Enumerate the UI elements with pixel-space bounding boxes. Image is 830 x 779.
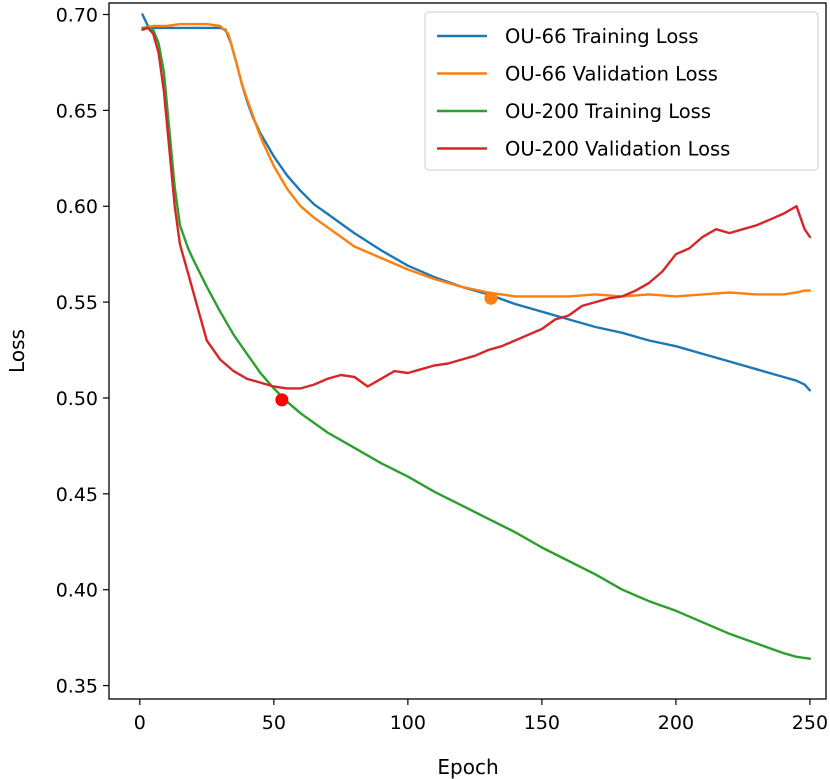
y-axis-ticks: 0.35 0.40 0.45 0.50 0.55 0.60 0.65 0.70 — [56, 5, 109, 698]
marker-ou-66-validation-loss — [484, 291, 498, 305]
legend: OU-66 Training Loss OU-66 Validation Loss… — [424, 11, 819, 171]
legend-label-ou-200-training-loss: OU-200 Training Loss — [505, 100, 711, 123]
y-axis-label: Loss — [5, 329, 29, 373]
legend-label-ou-200-validation-loss: OU-200 Validation Loss — [505, 138, 730, 161]
y-tick-label: 0.40 — [56, 580, 98, 602]
x-tick-label: 100 — [390, 712, 426, 734]
y-tick-label: 0.65 — [56, 100, 98, 122]
series-line-ou-200-validation-loss — [141, 26, 812, 390]
legend-label-ou-66-training-loss: OU-66 Training Loss — [505, 25, 699, 48]
y-tick-label: 0.60 — [56, 196, 98, 218]
y-tick-label: 0.50 — [56, 388, 98, 410]
series-line-ou-200-training-loss — [141, 26, 812, 660]
x-tick-label: 150 — [524, 712, 560, 734]
series-lines — [141, 13, 812, 660]
x-tick-label: 200 — [658, 712, 694, 734]
y-tick-label: 0.55 — [56, 292, 98, 314]
plot-frame — [108, 2, 827, 700]
legend-label-ou-66-validation-loss: OU-66 Validation Loss — [505, 63, 718, 86]
y-tick-label: 0.45 — [56, 484, 98, 506]
y-tick-label: 0.35 — [56, 676, 98, 698]
series-line-ou-66-training-loss — [141, 13, 812, 392]
x-axis-ticks: 0 50 100 150 200 250 — [134, 699, 828, 734]
x-tick-label: 50 — [262, 712, 286, 734]
x-tick-label: 0 — [134, 712, 146, 734]
marker-ou-200-validation-loss — [275, 393, 289, 407]
x-axis-label: Epoch — [437, 755, 498, 779]
best-epoch-markers — [275, 291, 498, 407]
x-tick-label: 250 — [792, 712, 828, 734]
series-line-ou-66-validation-loss — [141, 22, 812, 298]
y-tick-label: 0.70 — [56, 5, 98, 27]
legend-box — [424, 11, 819, 171]
